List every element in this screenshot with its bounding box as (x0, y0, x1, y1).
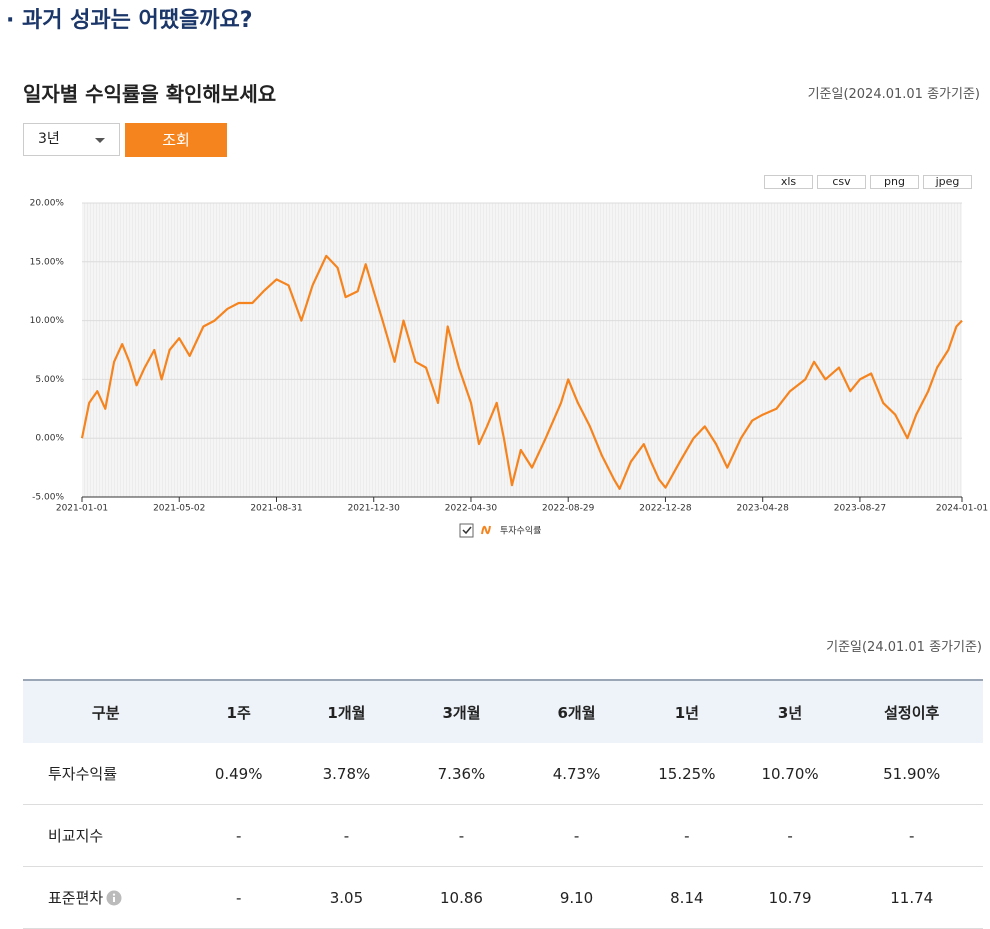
table-cell: 표준편차 (23, 866, 189, 929)
search-button[interactable]: 조회 (125, 123, 227, 157)
x-tick-label: 2023-04-28 (737, 504, 790, 514)
table-header-cell: 1년 (634, 679, 740, 743)
table-header-cell: 구분 (23, 679, 189, 743)
x-tick-label: 2021-08-31 (250, 504, 302, 514)
period-select[interactable]: 3년 (23, 123, 120, 156)
table-cell: 10.86 (403, 866, 519, 929)
x-tick-label: 2021-01-01 (56, 504, 108, 514)
table-cell: 4.73% (519, 743, 635, 805)
table-cell: - (634, 804, 740, 867)
y-tick-label: 10.00% (30, 316, 65, 326)
y-tick-label: 20.00% (30, 199, 65, 209)
legend-symbol (481, 525, 491, 535)
returns-table: 구분 1주 1개월 3개월 6개월 1년 3년 설정이후 투자수익률 0.49% 3.78% 7.36… (23, 679, 983, 929)
table-cell: - (739, 804, 841, 867)
table-cell: 51.90% (840, 743, 983, 805)
table-row: 비교지수 - - - - - - - (23, 804, 983, 867)
table-cell: 투자수익률 (23, 743, 189, 805)
table-cell: 비교지수 (23, 804, 189, 867)
legend-label: 투자수익률 (500, 525, 541, 537)
table-cell: 11.74 (840, 866, 983, 929)
y-tick-label: 15.00% (30, 257, 65, 267)
table-cell: - (403, 804, 519, 867)
table-cell: 3.78% (288, 743, 404, 805)
table-cell: 7.36% (403, 743, 519, 805)
export-button[interactable]: xls (764, 175, 813, 189)
x-tick-label: 2021-05-02 (153, 504, 205, 514)
legend-check (462, 526, 472, 535)
table-cell: 15.25% (634, 743, 740, 805)
table-header-cell: 6개월 (519, 679, 635, 743)
x-tick-label: 2022-08-29 (542, 504, 595, 514)
table-cell: 0.49% (188, 743, 289, 805)
line-series (80, 254, 963, 490)
y-tick-label: -5.00% (32, 493, 64, 503)
x-tick-label: 2024-01-01 (936, 504, 988, 514)
chart: -5.00% 0.00% 5.00% 10.00% 15.00% 20.00% 2021-0… (30, 199, 988, 538)
table-header-cell: 3개월 (403, 679, 519, 743)
table-cell: 10.70% (739, 743, 841, 805)
export-button[interactable]: csv (817, 175, 866, 189)
x-tick-label: 2021-12-30 (348, 504, 401, 514)
page-title: · 과거 성과는 어땠을까요? (6, 8, 253, 33)
table-date-note: 기준일(24.01.01 종가기준) (826, 640, 982, 655)
section-title: 일자별 수익률을 확인해보세요 (23, 82, 277, 106)
x-tick-label: 2023-08-27 (834, 504, 886, 514)
date-note: 기준일(2024.01.01 종가기준) (807, 87, 980, 102)
table-cell: - (519, 804, 635, 867)
table-cell: 8.14 (634, 866, 740, 929)
table-header-cell: 설정이후 (840, 679, 983, 743)
x-tick-label: 2022-12-28 (639, 504, 692, 514)
plot-background (82, 203, 962, 497)
legend-checkbox (459, 523, 474, 538)
table-header-cell: 3년 (739, 679, 841, 743)
table-cell: - (188, 866, 289, 929)
y-tick-label: 0.00% (35, 434, 64, 444)
info-icon[interactable] (106, 890, 122, 906)
table-header-cell: 1주 (188, 679, 289, 743)
legend-item[interactable]: 투자수익률 (459, 523, 541, 538)
y-tick-label: 5.00% (35, 375, 64, 385)
table-cell: 9.10 (519, 866, 635, 929)
table-row: 투자수익률 0.49% 3.78% 7.36% 4.73% 15.25% 10.70% 51.… (23, 743, 983, 805)
table-header-cell: 1개월 (288, 679, 404, 743)
table-cell: 10.79 (739, 866, 841, 929)
x-tick-label: 2022-04-30 (445, 504, 498, 514)
table-cell: - (288, 804, 404, 867)
export-button[interactable]: jpeg (923, 175, 972, 189)
export-button[interactable]: png (870, 175, 919, 189)
table-cell: - (188, 804, 289, 867)
table-row: 표준편차 -3.05 10.86 9.10 8.14 10.79 11.74 (23, 866, 983, 929)
table-cell: 3.05 (288, 866, 404, 929)
table-cell: - (840, 804, 983, 867)
